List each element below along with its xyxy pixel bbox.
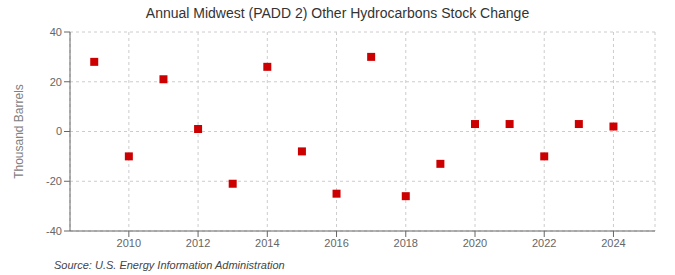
svg-text:Thousand Barrels: Thousand Barrels bbox=[12, 84, 26, 179]
svg-text:2012: 2012 bbox=[186, 237, 210, 249]
svg-text:-20: -20 bbox=[46, 175, 62, 187]
svg-text:2014: 2014 bbox=[255, 237, 279, 249]
svg-text:2018: 2018 bbox=[394, 237, 418, 249]
svg-text:-40: -40 bbox=[46, 225, 62, 237]
html-text:Source: U.S. Energy Informatio: Source: U.S. Energy Information Administ… bbox=[54, 259, 285, 271]
svg-text:2022: 2022 bbox=[532, 237, 556, 249]
svg-text:2024: 2024 bbox=[601, 237, 625, 249]
svg-text:2020: 2020 bbox=[463, 237, 487, 249]
svg-text:2010: 2010 bbox=[117, 237, 141, 249]
svg-text:20: 20 bbox=[50, 76, 62, 88]
svg-text:2016: 2016 bbox=[324, 237, 348, 249]
svg-text:40: 40 bbox=[50, 26, 62, 38]
html-text:Annual Midwest (PADD 2) Other: Annual Midwest (PADD 2) Other Hydrocarbo… bbox=[145, 5, 530, 21]
svg-text:0: 0 bbox=[56, 125, 62, 137]
